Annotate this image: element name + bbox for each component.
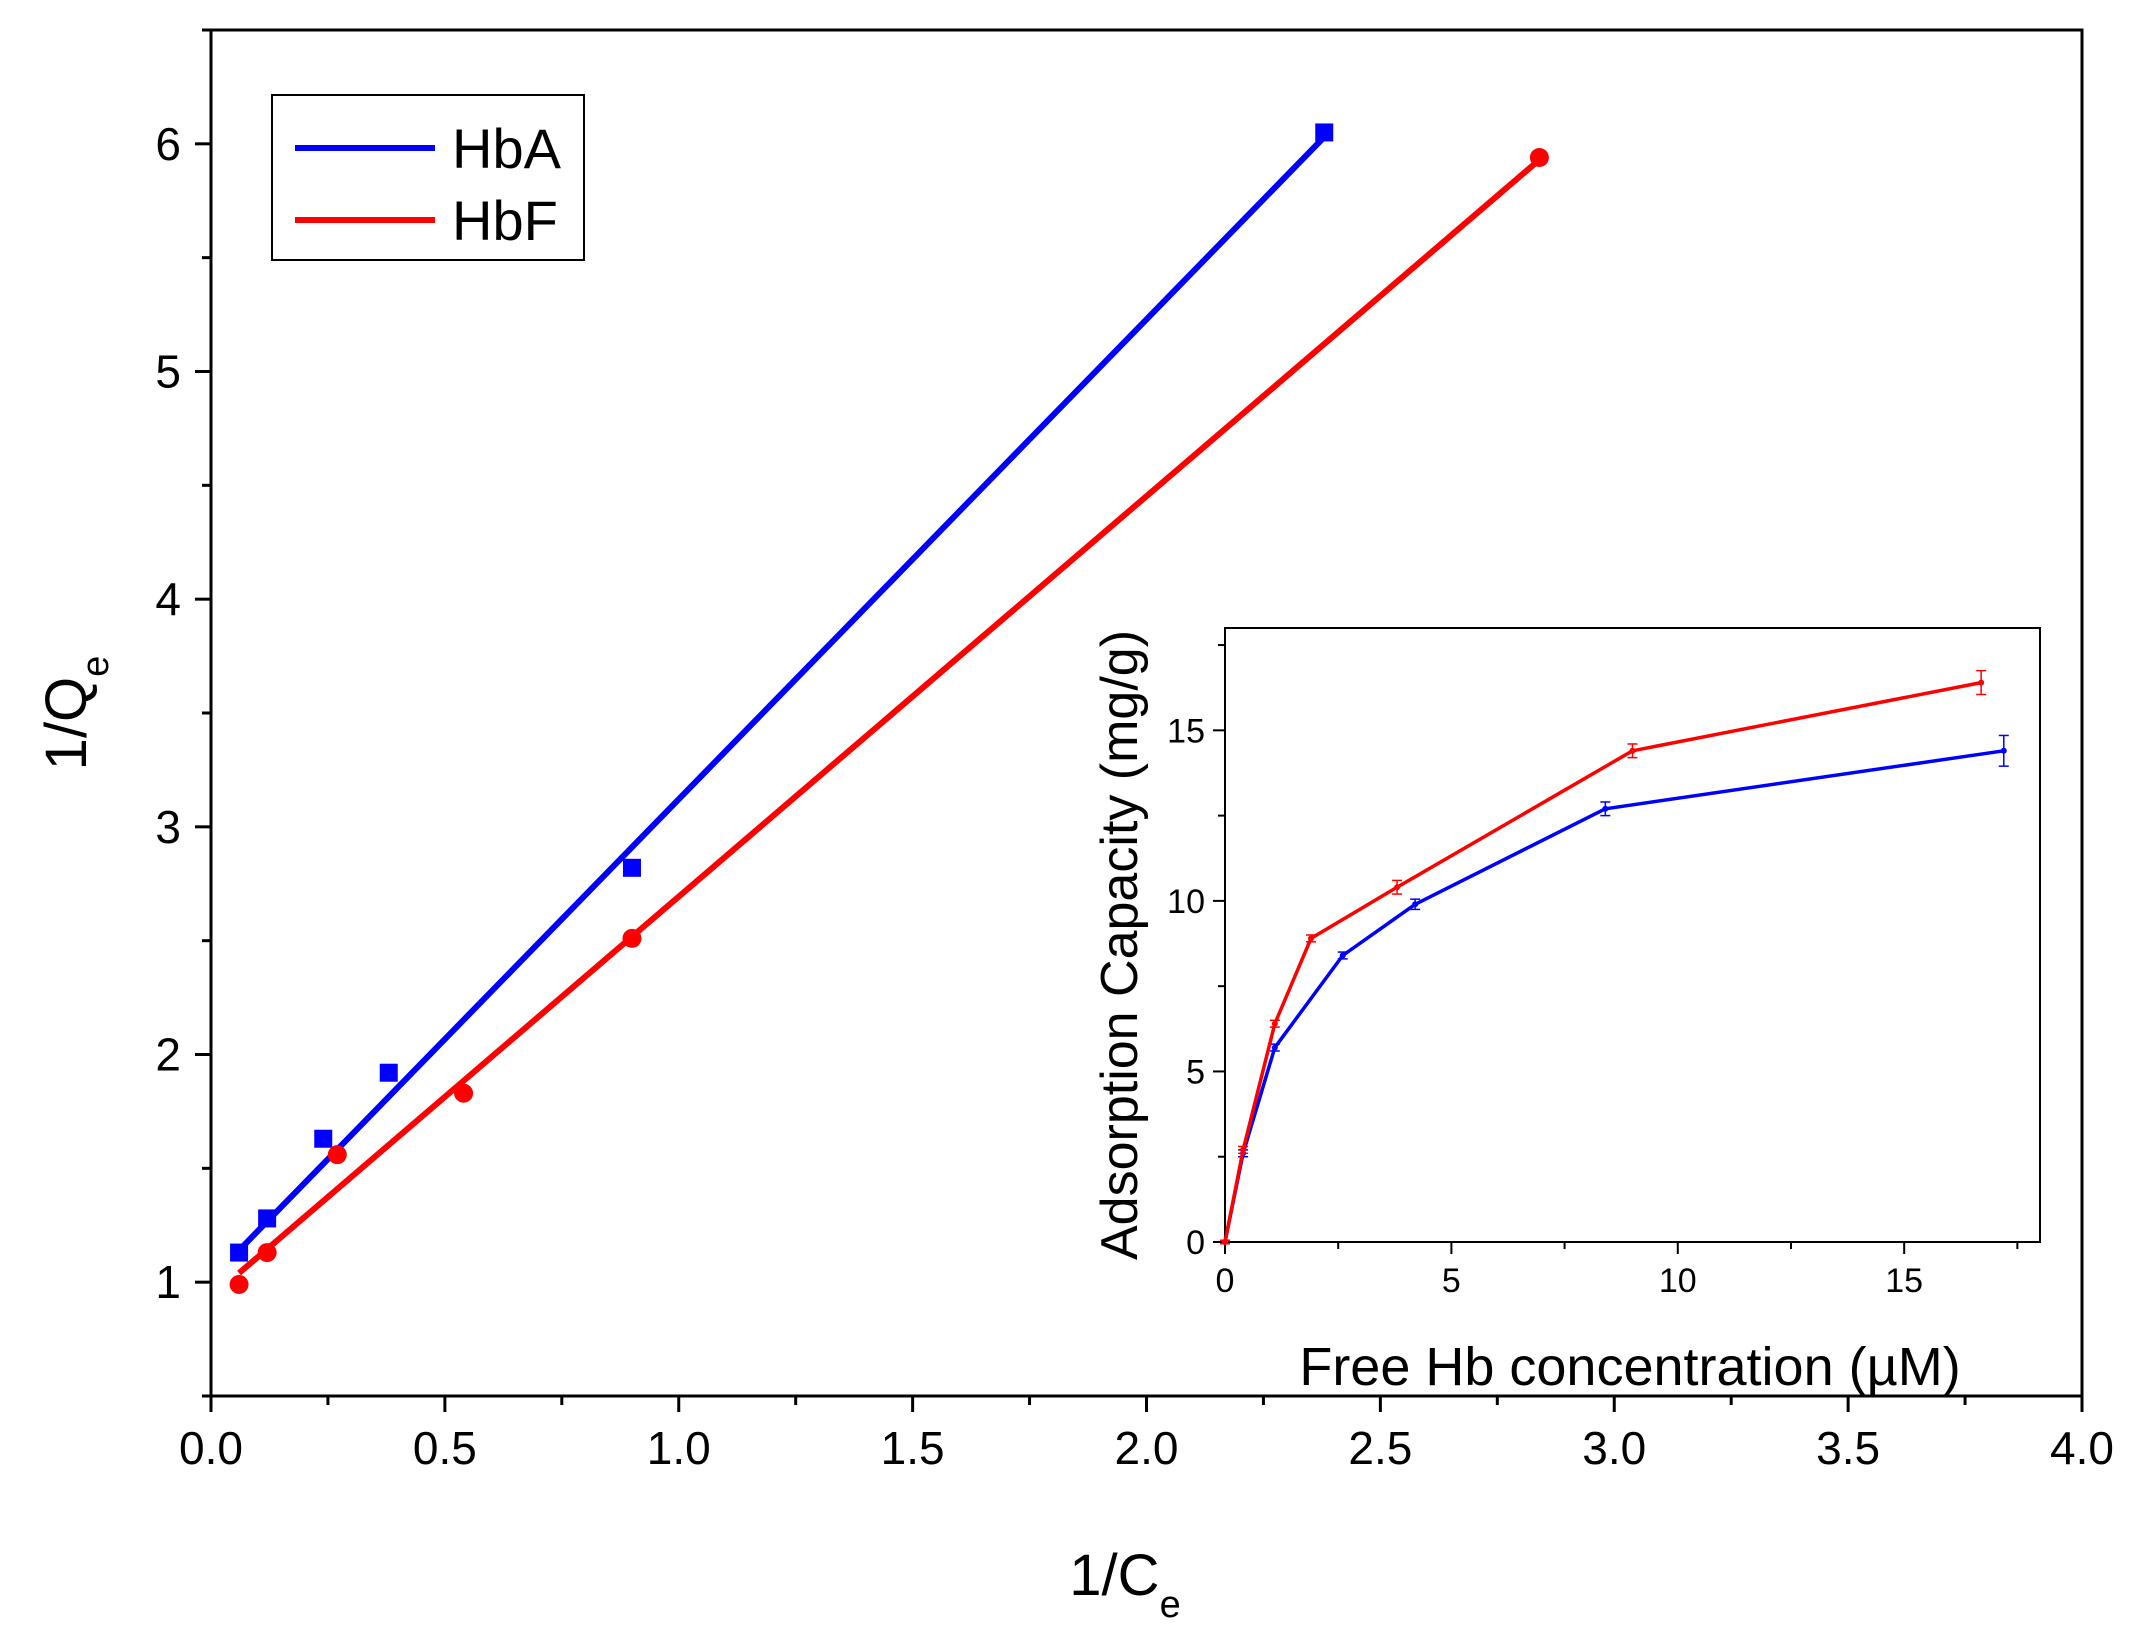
main-y-tick-label: 1 (155, 1256, 181, 1308)
data-point-hba (622, 858, 641, 877)
inset-x-tick-label: 10 (1659, 1262, 1697, 1300)
inset-point-hbf (1271, 1020, 1278, 1027)
main-x-tick-label: 1.5 (881, 1422, 945, 1474)
inset-y-tick-label: 10 (1167, 883, 1205, 921)
data-point-hbf (1529, 147, 1549, 167)
inset-x-axis-title: Free Hb concentration (µM) (1299, 1337, 1960, 1397)
inset-y-tick-label: 0 (1186, 1224, 1205, 1262)
fit-line-hbf (237, 157, 1542, 1276)
main-y-axis-title: 1/Qe (34, 656, 117, 771)
legend-label-hbf: HbF (452, 189, 558, 252)
data-point-hbf (454, 1083, 474, 1103)
main-y-tick-label: 6 (155, 118, 181, 170)
legend-box (271, 94, 585, 261)
main-tick-group: 0.0 0.5 1.0 1.5 2.0 2.5 3.0 3.5 4.0 1 2 3 4 5 6 (155, 28, 2114, 1474)
main-y-axis-title-sub: e (75, 656, 117, 677)
inset-y-tick-label: 15 (1167, 712, 1205, 750)
inset-y-tick-label: 5 (1186, 1053, 1205, 1091)
main-x-tick-label: 3.0 (1582, 1422, 1646, 1474)
main-x-axis-title-sub: e (1160, 1584, 1181, 1626)
data-point-hba (379, 1063, 398, 1082)
data-point-hba (1315, 123, 1334, 142)
main-x-tick-label: 0.0 (179, 1422, 243, 1474)
fit-line-hba (236, 134, 1327, 1253)
main-x-axis-title-text: 1/C (1069, 1543, 1159, 1608)
main-y-tick-label: 5 (155, 346, 181, 398)
main-x-tick-label: 3.5 (1816, 1422, 1880, 1474)
legend: HbA HbF (271, 94, 585, 261)
inset-point-hba (1339, 952, 1346, 959)
main-x-tick-label: 1.0 (647, 1422, 711, 1474)
main-y-tick-label: 2 (155, 1029, 181, 1081)
main-x-tick-label: 2.5 (1348, 1422, 1412, 1474)
data-point-hbf (257, 1243, 277, 1263)
inset-series-group (1220, 669, 2009, 1245)
inset-x-tick-label: 15 (1885, 1262, 1923, 1300)
inset-point-hbf (1240, 1146, 1247, 1153)
main-y-axis-title-text: 1/Q (34, 677, 99, 771)
inset-tick-group: 0 5 10 15 0 5 10 15 (1167, 644, 2019, 1300)
legend-label-hba: HbA (452, 117, 562, 180)
main-x-axis-title: 1/Ce (1069, 1543, 1180, 1626)
inset-plot-frame (1224, 627, 2041, 1243)
inset-y-axis-title: Adsorption Capacity (mg/g) (1091, 630, 1149, 1260)
data-point-hbf (229, 1274, 249, 1294)
data-point-hba (230, 1243, 249, 1262)
inset-point-hbf (1394, 884, 1401, 891)
inset-point-hbf (1308, 935, 1315, 942)
data-point-hba (314, 1129, 333, 1148)
data-point-hbf (622, 928, 642, 948)
inset-x-tick-label: 5 (1442, 1262, 1461, 1300)
main-x-tick-label: 2.0 (1115, 1422, 1179, 1474)
inset-point-hbf (1222, 1239, 1228, 1245)
main-series-group (229, 123, 1549, 1294)
inset-point-hbf (1978, 679, 1985, 686)
inset-point-hbf (1629, 747, 1636, 754)
main-x-tick-label: 0.5 (413, 1422, 477, 1474)
inset-x-tick-label: 0 (1216, 1262, 1235, 1300)
inset-point-hba (2000, 747, 2007, 754)
inset-point-hba (1271, 1044, 1278, 1051)
data-point-hba (258, 1209, 277, 1228)
inset-point-hba (1412, 901, 1419, 908)
main-y-tick-label: 4 (155, 573, 181, 625)
data-point-hbf (327, 1145, 347, 1165)
main-x-tick-label: 4.0 (2050, 1422, 2114, 1474)
inset-point-hba (1602, 805, 1609, 812)
main-y-tick-label: 3 (155, 801, 181, 853)
